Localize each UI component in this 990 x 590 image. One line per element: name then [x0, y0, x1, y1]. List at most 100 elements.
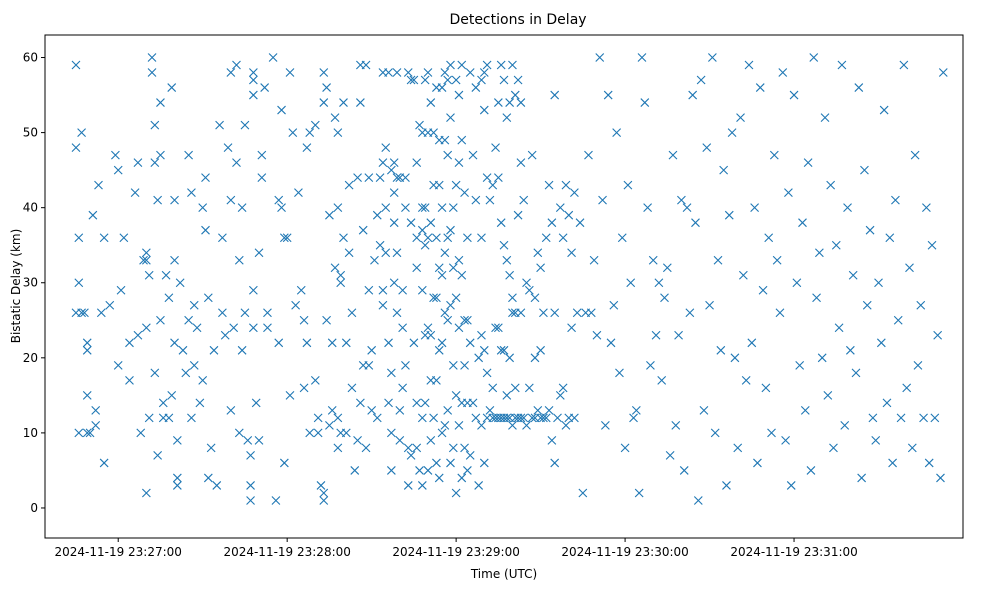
data-point — [350, 466, 360, 475]
data-point — [584, 150, 593, 160]
data-point — [420, 398, 430, 408]
data-point — [215, 120, 224, 130]
data-point — [187, 188, 196, 198]
data-point — [674, 330, 683, 340]
data-point — [240, 120, 250, 130]
data-point — [288, 128, 298, 137]
y-tick-label: 60 — [23, 51, 38, 65]
data-point — [353, 173, 362, 183]
data-point — [778, 68, 788, 77]
data-point — [322, 83, 331, 92]
data-point — [192, 323, 202, 333]
data-point — [448, 443, 458, 453]
data-point — [412, 233, 422, 243]
data-point — [522, 420, 531, 430]
data-point — [454, 158, 464, 168]
data-point — [234, 428, 244, 438]
data-point — [457, 270, 467, 280]
data-point — [443, 233, 453, 243]
data-point — [195, 398, 205, 408]
data-point — [460, 443, 469, 453]
data-point — [189, 360, 199, 370]
data-point — [336, 278, 346, 288]
data-point — [688, 90, 698, 100]
data-point — [617, 233, 627, 243]
data-point — [389, 188, 399, 198]
data-point — [792, 278, 802, 288]
data-point — [865, 225, 875, 235]
data-point — [333, 203, 343, 213]
data-point — [851, 368, 861, 378]
data-point — [113, 165, 123, 175]
data-point — [493, 323, 503, 333]
data-point — [412, 443, 422, 453]
data-point — [541, 233, 551, 243]
data-point — [277, 203, 286, 213]
data-point — [389, 278, 399, 288]
plot-frame — [44, 34, 964, 539]
data-point — [291, 300, 301, 310]
data-point — [144, 413, 154, 423]
data-point — [857, 473, 867, 483]
data-point — [417, 413, 427, 423]
data-point — [201, 225, 210, 235]
data-point — [634, 488, 644, 498]
data-point — [829, 443, 838, 453]
data-point — [755, 83, 765, 92]
data-point — [502, 255, 512, 265]
data-point — [313, 428, 323, 438]
data-point — [398, 383, 408, 393]
data-point — [738, 270, 748, 280]
data-point — [586, 308, 596, 318]
data-point — [375, 240, 385, 250]
data-point — [750, 203, 760, 213]
data-point — [212, 481, 222, 490]
data-point — [184, 150, 194, 160]
data-point — [871, 436, 881, 445]
data-point — [82, 390, 92, 400]
data-point — [429, 128, 438, 137]
data-point — [524, 383, 534, 393]
y-tick-label: 0 — [30, 501, 38, 515]
data-point — [826, 180, 836, 190]
data-point — [285, 68, 295, 77]
data-point — [401, 203, 410, 213]
data-point — [260, 83, 270, 92]
data-point — [147, 53, 157, 62]
data-point — [372, 413, 382, 423]
data-point — [333, 443, 343, 453]
data-point — [327, 338, 337, 348]
data-point — [803, 158, 813, 168]
data-point — [111, 150, 120, 160]
data-point — [181, 368, 191, 378]
data-point — [834, 323, 844, 333]
data-point — [139, 255, 148, 265]
data-point — [263, 323, 272, 333]
data-point — [496, 218, 506, 228]
data-point — [437, 203, 447, 213]
data-point — [305, 428, 315, 438]
data-point — [603, 90, 613, 100]
data-point — [640, 98, 650, 107]
data-point — [446, 458, 455, 468]
data-point — [277, 105, 286, 115]
data-point — [282, 233, 292, 243]
data-point — [665, 451, 675, 460]
data-point — [502, 390, 512, 400]
data-point — [612, 128, 622, 137]
data-point — [533, 405, 543, 415]
data-point — [305, 128, 315, 137]
data-point — [325, 210, 334, 220]
data-point — [530, 293, 540, 303]
data-point — [446, 60, 455, 70]
data-point — [454, 255, 464, 265]
data-point — [401, 173, 410, 183]
data-point — [99, 233, 109, 243]
data-point — [468, 150, 478, 160]
data-point — [719, 165, 729, 175]
x-tick-label: 2024-11-19 23:31:00 — [730, 545, 857, 559]
data-point — [567, 323, 576, 333]
data-point — [922, 203, 931, 213]
data-point — [854, 83, 864, 92]
data-point — [505, 270, 515, 280]
